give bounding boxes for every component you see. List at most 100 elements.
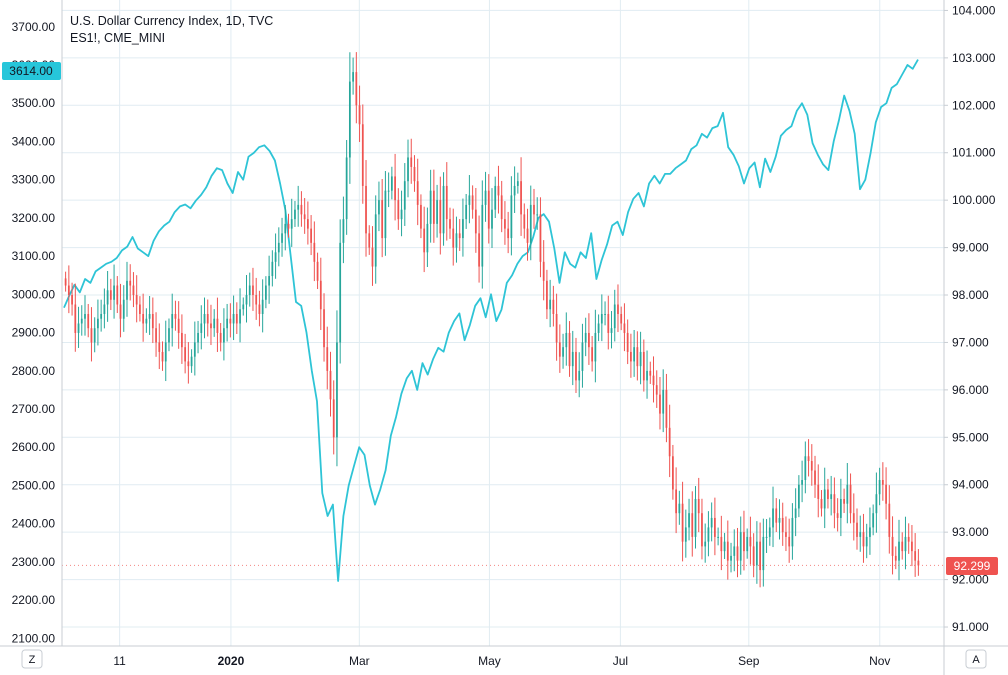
candle-body bbox=[562, 347, 564, 357]
legend-dxy-title[interactable]: U.S. Dollar Currency Index, 1D, TVC bbox=[70, 14, 273, 28]
candle-body bbox=[533, 204, 535, 215]
grid bbox=[62, 0, 944, 646]
candle-body bbox=[613, 304, 616, 329]
candle-body bbox=[210, 323, 212, 329]
candle-body bbox=[484, 190, 487, 205]
candle-body bbox=[252, 285, 254, 296]
right-tick-label: 99.000 bbox=[952, 241, 989, 255]
candle-body bbox=[129, 280, 132, 286]
right-tick-label: 94.000 bbox=[952, 478, 989, 492]
candle-body bbox=[232, 313, 235, 324]
time-tick-label: Jul bbox=[613, 654, 628, 668]
candle-body bbox=[449, 219, 451, 229]
candle-body bbox=[258, 304, 261, 314]
candle-body bbox=[200, 323, 203, 333]
candle-body bbox=[542, 261, 545, 281]
left-tick-label: 2200.00 bbox=[12, 593, 56, 607]
candle-body bbox=[323, 309, 325, 348]
candle-body bbox=[591, 347, 594, 362]
candle-body bbox=[74, 304, 77, 333]
candle-body bbox=[171, 313, 174, 329]
candle-body bbox=[768, 527, 771, 537]
left-tick-label: 3300.00 bbox=[12, 173, 56, 187]
candle-body bbox=[284, 223, 287, 234]
candle-body bbox=[271, 261, 274, 277]
candle-body bbox=[684, 527, 687, 542]
candle-body bbox=[287, 223, 290, 229]
candle-body bbox=[181, 332, 183, 348]
candle-body bbox=[649, 370, 652, 376]
candle-body bbox=[84, 313, 86, 319]
candle-body bbox=[794, 508, 797, 518]
candle-body bbox=[865, 536, 868, 547]
candle-body bbox=[852, 513, 855, 523]
candle-body bbox=[394, 176, 396, 201]
candle-body bbox=[268, 276, 271, 286]
candle-body bbox=[158, 342, 161, 352]
candle-body bbox=[119, 304, 122, 319]
candle-body bbox=[604, 313, 606, 315]
candle-body bbox=[387, 190, 390, 192]
candle-body bbox=[432, 190, 435, 224]
candle-body bbox=[707, 527, 710, 542]
candle-body bbox=[668, 427, 671, 457]
candle-body bbox=[332, 399, 335, 438]
zoom-button[interactable]: Z bbox=[21, 649, 43, 669]
candle-body bbox=[184, 347, 187, 362]
legend-es-title[interactable]: ES1!, CME_MINI bbox=[70, 31, 165, 45]
candle-body bbox=[571, 351, 574, 367]
candle-body bbox=[797, 484, 800, 509]
candle-body bbox=[326, 347, 329, 371]
candle-body bbox=[746, 536, 749, 552]
es-last-price: 3614.00 bbox=[9, 64, 53, 78]
es-last-price-badge: 3614.00 bbox=[2, 62, 61, 80]
candle-body bbox=[109, 290, 112, 300]
left-tick-label: 3000.00 bbox=[12, 287, 56, 301]
candle-body bbox=[723, 541, 726, 552]
candle-body bbox=[730, 555, 732, 561]
candle-body bbox=[465, 204, 468, 220]
es-line-path bbox=[63, 59, 919, 582]
right-tick-label: 95.000 bbox=[952, 430, 989, 444]
candle-body bbox=[833, 494, 836, 514]
candle-body bbox=[235, 313, 238, 324]
candle-body bbox=[229, 318, 232, 324]
candle-body bbox=[856, 522, 858, 537]
candle-body bbox=[804, 456, 807, 480]
candle-body bbox=[759, 541, 761, 571]
candle-body bbox=[474, 209, 477, 234]
candle-body bbox=[827, 489, 829, 499]
candle-body bbox=[80, 318, 83, 324]
candle-body bbox=[481, 204, 484, 267]
candle-body bbox=[507, 228, 510, 239]
candle-body bbox=[426, 223, 429, 253]
right-price-axis[interactable]: 104.000 103.000 102.000 101.000 100.000 99.00… bbox=[944, 3, 996, 634]
left-tick-label: 2700.00 bbox=[12, 402, 56, 416]
auto-scale-button[interactable]: A bbox=[965, 649, 987, 669]
candle-body bbox=[420, 204, 422, 229]
candle-body bbox=[403, 181, 406, 210]
candle-body bbox=[788, 536, 791, 547]
candle-body bbox=[500, 195, 503, 220]
right-tick-label: 96.000 bbox=[952, 383, 989, 397]
candle-body bbox=[416, 181, 419, 205]
candle-body bbox=[843, 498, 845, 504]
candle-body bbox=[755, 541, 758, 566]
candle-body bbox=[823, 489, 826, 509]
candle-body bbox=[245, 295, 248, 305]
candle-body bbox=[491, 209, 493, 229]
candle-body bbox=[71, 295, 73, 305]
candle-body bbox=[436, 200, 438, 224]
left-tick-label: 2600.00 bbox=[12, 440, 56, 454]
candle-body bbox=[400, 209, 403, 220]
candle-body bbox=[67, 285, 70, 296]
candle-body bbox=[636, 347, 639, 367]
candle-body bbox=[588, 332, 590, 348]
candle-body bbox=[319, 280, 322, 310]
time-axis[interactable]: 11 2020 Mar May Jul Sep Nov bbox=[113, 654, 890, 668]
candle-body bbox=[881, 479, 884, 485]
candle-body bbox=[733, 546, 736, 556]
